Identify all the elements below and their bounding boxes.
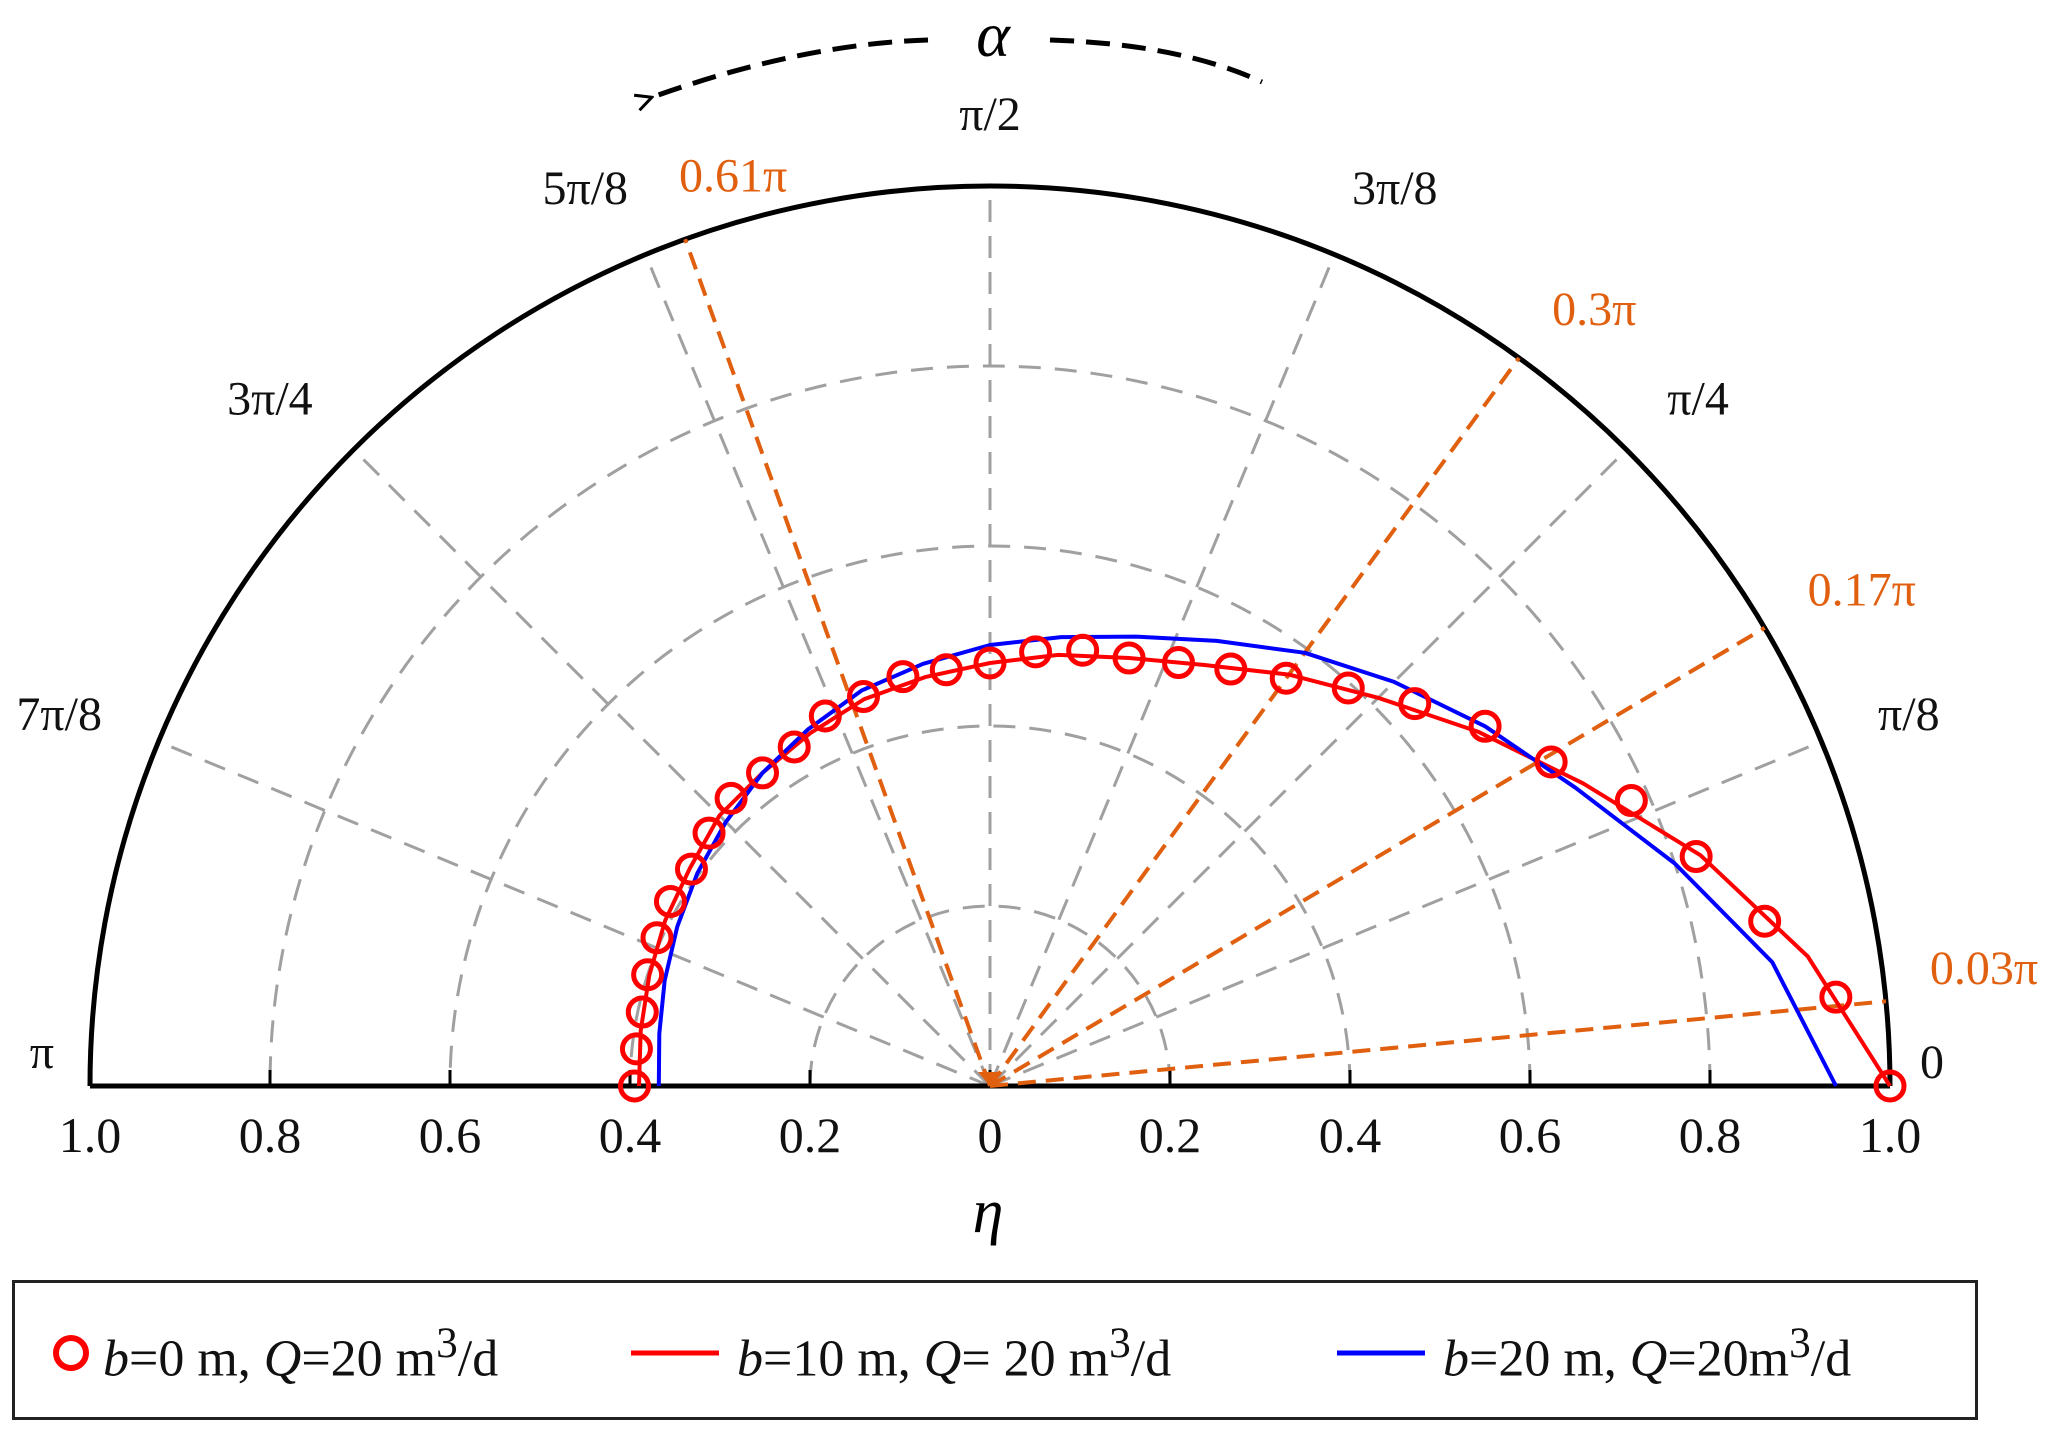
highlight-ray	[683, 238, 992, 1087]
series-point	[1873, 1069, 1907, 1103]
label-layer: 1.0 0.8 0.6 0.4 0.2 0 0.2 0.4 0.6 0.8 1.0 0 π/8 π/4 3π…	[16, 88, 2038, 1163]
legend-blue-line	[1337, 1350, 1425, 1356]
legend-label-b0: b=0 m, Q=20 m3/d	[103, 1318, 499, 1388]
grid-spoke	[352, 448, 992, 1088]
angle-label: 3π/8	[1352, 162, 1438, 215]
series-point	[631, 958, 665, 992]
series-point	[674, 852, 708, 886]
series-point	[714, 781, 748, 815]
angle-label: 7π/8	[16, 688, 102, 741]
legend-item-b10: b=10 m, Q= 20 m3/d	[627, 1313, 1171, 1393]
series-point	[973, 646, 1007, 680]
highlight-ray	[989, 999, 1887, 1088]
highlight-angle-label: 0.17π	[1808, 564, 1916, 617]
direction-label: α	[976, 0, 1011, 70]
highlight-ray	[988, 356, 1521, 1088]
radial-axis-label: η	[973, 1178, 1004, 1246]
series-point	[625, 995, 659, 1029]
grid-spoke	[988, 253, 1336, 1087]
series-layer	[618, 633, 1907, 1103]
series-point	[1398, 687, 1432, 721]
angle-label: 3π/4	[227, 373, 313, 426]
legend-circle-marker	[53, 1335, 89, 1371]
radial-tick-label: 0.2	[1139, 1107, 1202, 1163]
ray-origin-marker	[978, 1072, 1002, 1086]
grid-spoke	[989, 740, 1823, 1088]
grid-spoke	[157, 740, 991, 1088]
series-point	[1534, 745, 1568, 779]
series-point	[808, 699, 842, 733]
angle-label: π	[30, 1026, 54, 1079]
radial-tick-label: 0.6	[419, 1107, 482, 1163]
angle-label: π/8	[1878, 688, 1940, 741]
legend-label-b10: b=10 m, Q= 20 m3/d	[737, 1318, 1172, 1388]
radial-tick-label: 0.4	[1319, 1107, 1382, 1163]
series-point	[1468, 709, 1502, 743]
angle-label: 5π/8	[542, 162, 628, 215]
legend-label-b20: b=20 m, Q=20m3/d	[1443, 1318, 1852, 1388]
direction-indicator: α	[650, 0, 1264, 98]
series-point	[653, 884, 687, 918]
legend-red-line	[631, 1350, 719, 1356]
legend-item-b0: b=0 m, Q=20 m3/d	[49, 1313, 498, 1393]
series-point	[1331, 671, 1365, 705]
grid-arc	[808, 904, 1172, 1087]
series-point	[1819, 980, 1853, 1014]
series-point	[619, 1032, 653, 1066]
legend: b=0 m, Q=20 m3/d b=10 m, Q= 20 m3/d b=20…	[12, 1280, 1978, 1420]
direction-arrow-left	[650, 37, 929, 98]
radial-tick-label: 1.0	[1859, 1107, 1922, 1163]
series-point	[777, 730, 811, 764]
grid-spoke	[988, 448, 1628, 1088]
series-point	[1214, 652, 1248, 686]
series-point	[1066, 633, 1100, 667]
series-point	[618, 1069, 651, 1103]
series-line-1	[637, 652, 1892, 1088]
highlight-rays	[683, 238, 1887, 1088]
radial-tick-label: 0.2	[779, 1107, 842, 1163]
series-point	[1748, 904, 1782, 938]
radial-tick-label: 0.8	[1679, 1107, 1742, 1163]
series-point	[746, 756, 780, 790]
radial-tick-label: 0	[978, 1107, 1003, 1163]
series-point	[1269, 661, 1303, 695]
radial-tick-label: 1.0	[59, 1107, 122, 1163]
outer-arc	[87, 183, 1893, 1087]
series-point	[846, 680, 880, 714]
series-point	[1112, 641, 1146, 675]
highlight-angle-label: 0.03π	[1930, 942, 2038, 995]
radial-tick-label: 0.4	[599, 1107, 662, 1163]
highlight-angle-label: 0.3π	[1552, 283, 1636, 336]
angle-label: 0	[1920, 1036, 1944, 1089]
grid-spoke	[644, 253, 992, 1087]
series-point	[886, 660, 920, 694]
highlight-ray	[988, 626, 1766, 1088]
series-point	[1019, 635, 1053, 669]
legend-item-b20: b=20 m, Q=20m3/d	[1333, 1313, 1851, 1393]
series-point	[1161, 646, 1195, 680]
series-point	[640, 921, 674, 955]
highlight-angle-label: 0.61π	[679, 149, 787, 202]
radial-tick-label: 0.8	[239, 1107, 302, 1163]
angle-label: π/2	[959, 88, 1021, 141]
series-point	[1614, 784, 1648, 818]
polar-chart: 1.0 0.8 0.6 0.4 0.2 0 0.2 0.4 0.6 0.8 1.0 0 π/8 π/4 3π…	[16, 0, 2038, 1246]
series-point	[929, 653, 963, 687]
radial-tick-label: 0.6	[1499, 1107, 1562, 1163]
series-point	[1679, 840, 1713, 874]
direction-arrow-right	[1049, 37, 1264, 85]
series-point	[692, 816, 726, 850]
angle-label: π/4	[1667, 373, 1729, 426]
